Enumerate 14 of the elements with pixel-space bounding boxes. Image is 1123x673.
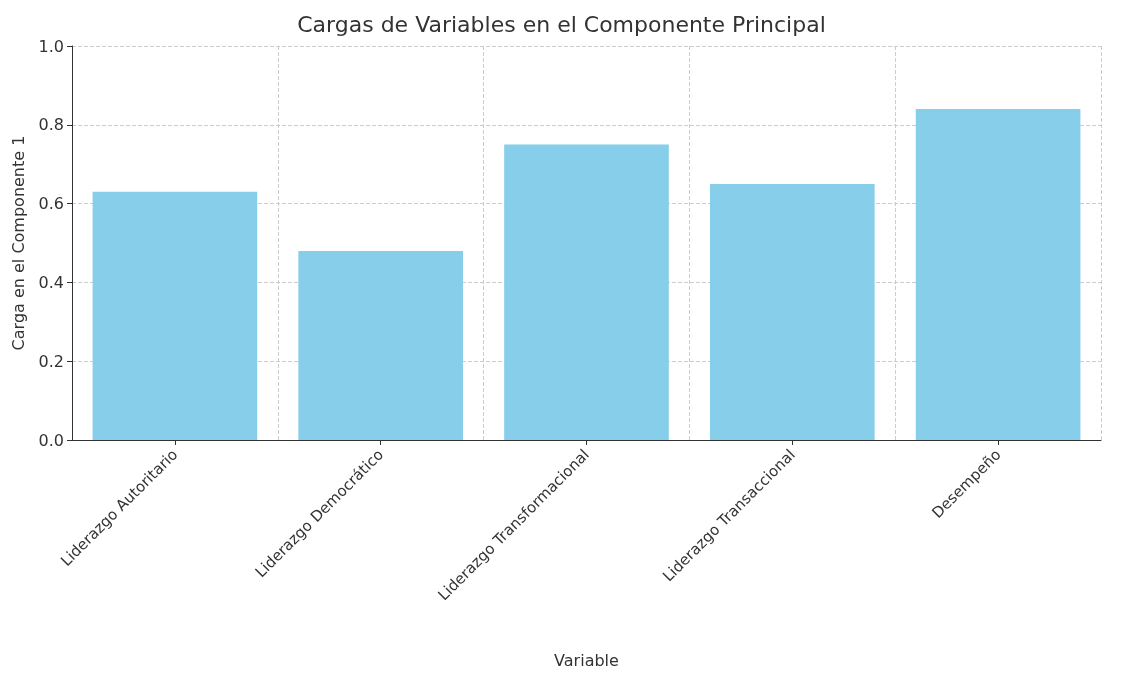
bar <box>504 144 669 440</box>
y-tick-label: 0.6 <box>38 194 64 214</box>
y-tick-label: 0.0 <box>38 430 64 450</box>
y-tick-label: 0.4 <box>38 272 64 292</box>
y-tick-label: 1.0 <box>38 36 64 56</box>
bar <box>915 109 1081 440</box>
y-tick-label: 0.8 <box>38 115 64 135</box>
x-axis-title: Variable <box>554 650 619 670</box>
y-tick-label: 0.2 <box>38 351 64 371</box>
y-axis-title: Carga en el Componente 1 <box>8 135 28 351</box>
bar <box>709 183 875 440</box>
bar <box>298 250 464 440</box>
chart-title: Cargas de Variables en el Componente Principal <box>297 11 826 37</box>
bar <box>92 191 258 440</box>
